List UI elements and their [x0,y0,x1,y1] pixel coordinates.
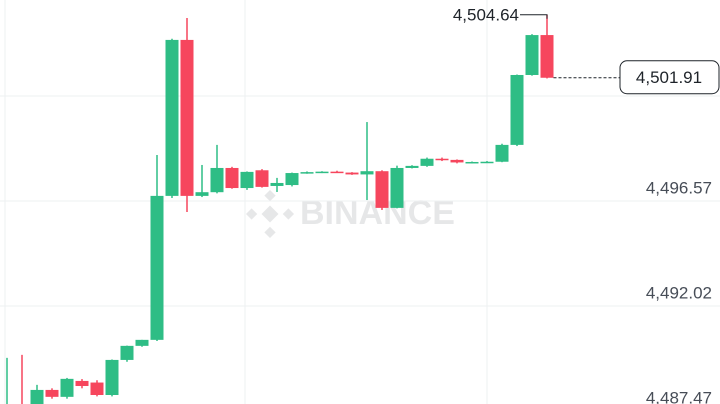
y-tick-label: 4,487.47 [646,388,712,404]
candle-body [75,380,89,387]
candle-body [405,165,419,168]
candle-body [525,35,539,75]
candle-body [105,359,119,396]
candle-body [120,345,134,360]
candle-body [225,167,239,189]
candle-body [270,182,284,186]
y-tick-label: 4,492.02 [646,283,712,302]
last-price-box [619,60,720,95]
candle-body [420,158,434,166]
candle-body [345,172,359,175]
y-tick-label: 4,496.57 [646,178,712,197]
candle-body [450,159,464,163]
candle-body [480,161,494,164]
candle-body [240,171,254,189]
candle-body [45,389,59,397]
candle-body [135,339,149,346]
high-marker-line [520,14,548,19]
candle-body [255,170,269,187]
candle-body [390,167,404,208]
candle-body [210,167,224,193]
candle-body [360,171,374,175]
candle-body [375,171,389,208]
candle-body [285,173,299,186]
last-price-label: 4,501.91 [636,68,702,87]
candle-body [510,74,524,145]
candle-body [330,171,344,174]
candle-body [60,378,74,397]
candle-body [150,195,164,340]
candle-body [540,35,554,78]
candle-body [165,39,179,196]
candle-body [315,171,329,174]
candle-body [465,161,479,164]
candle-body [90,382,104,396]
candle-body [30,389,44,404]
candle-body [435,158,449,161]
watermark: BINANCE [245,189,455,239]
candle-body [180,39,194,196]
candle-body [195,192,209,196]
candle-body [495,144,509,162]
candle-body [300,172,314,174]
high-marker-label: 4,504.64 [453,5,519,24]
